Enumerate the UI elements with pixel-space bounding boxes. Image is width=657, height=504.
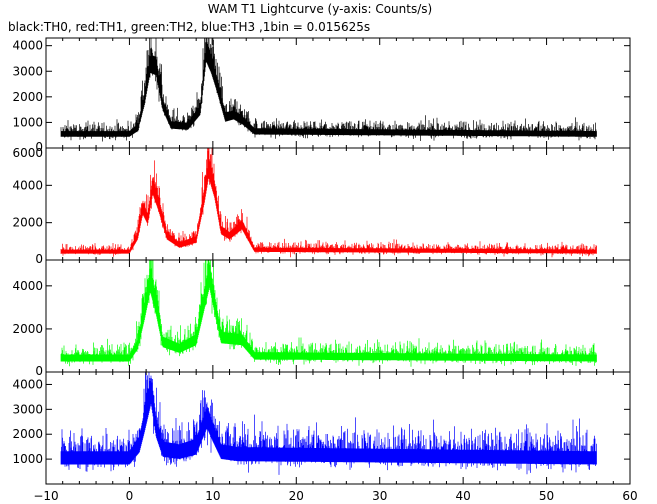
y-tick-label: 0 [35, 364, 43, 378]
panel-2: 0 2000 4000 [12, 259, 631, 378]
chart-title: WAM T1 Lightcurve (y-axis: Counts/s) [208, 2, 432, 16]
y-tick-label: 0 [35, 252, 43, 266]
panels-group: 0100020003000400002000400060000200040001… [12, 37, 631, 485]
y-tick-label: 3000 [12, 402, 43, 416]
panel-frame [45, 371, 631, 485]
panel-0: 0 1000 2000 3000 4000 [12, 37, 631, 154]
y-tick-label: 4000 [12, 279, 43, 293]
x-tick-label: 50 [539, 489, 554, 503]
y-tick-label: 1000 [12, 115, 43, 129]
panel-1: 0 2000 4000 6000 [12, 146, 631, 266]
panel-3: 1000 2000 3000 4000 [12, 371, 631, 485]
x-tick-label: 20 [289, 489, 304, 503]
y-tick-label: 2000 [12, 90, 43, 104]
y-tick-label: 1000 [12, 452, 43, 466]
y-tick-label: 4000 [12, 178, 43, 192]
series-trace-2 [60, 260, 597, 367]
chart-subtitle: black:TH0, red:TH1, green:TH2, blue:TH3 … [8, 20, 370, 34]
series-trace-3 [60, 372, 597, 475]
y-tick-label: 0 [35, 140, 43, 154]
x-tick-label: −10 [33, 489, 58, 503]
x-tick-label: 40 [456, 489, 471, 503]
x-tick-label: 30 [372, 489, 387, 503]
y-tick-label: 3000 [12, 64, 43, 78]
x-tick-label: 10 [205, 489, 220, 503]
subtitle-part: black:TH0, red:TH1, green:TH2, blue:TH3 … [8, 20, 370, 34]
x-tick-label: 60 [622, 489, 637, 503]
y-tick-label: 6000 [12, 146, 43, 160]
series-trace-0 [60, 38, 597, 142]
series-trace-1 [60, 148, 597, 258]
y-tick-label: 2000 [12, 216, 43, 230]
y-tick-label: 4000 [12, 377, 43, 391]
y-tick-label: 4000 [12, 39, 43, 53]
y-tick-label: 2000 [12, 322, 43, 336]
x-tick-label: 0 [126, 489, 134, 503]
x-axis: −10 0 10 20 30 40 50 60 [33, 489, 637, 503]
y-tick-label: 2000 [12, 427, 43, 441]
